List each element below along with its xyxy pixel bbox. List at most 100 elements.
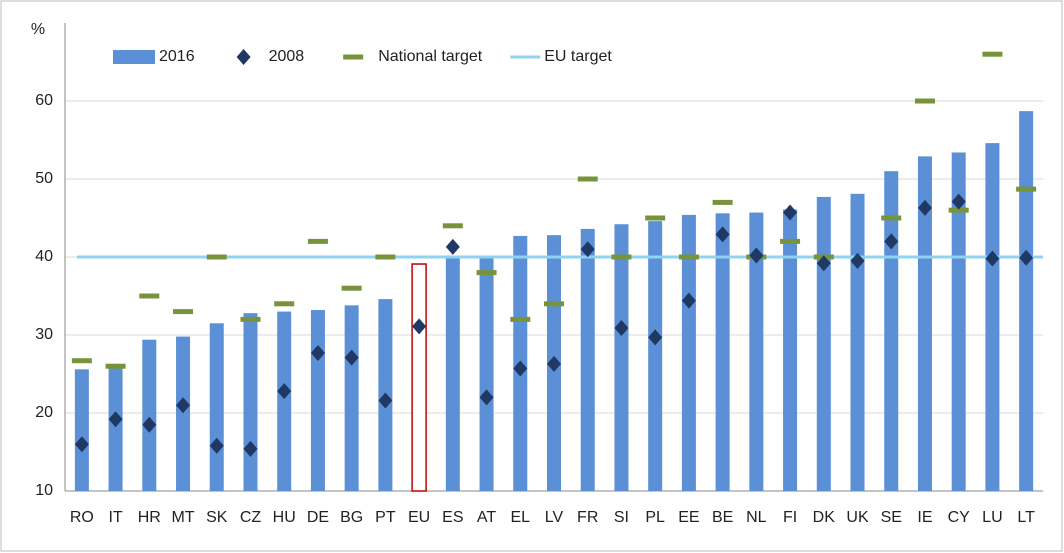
marker-2008: [445, 238, 460, 255]
legend-swatch: [343, 54, 364, 60]
bar: [715, 213, 730, 491]
bar: [310, 310, 325, 491]
marker-2008: [749, 247, 764, 264]
marker-2008: [681, 292, 696, 309]
x-tick-label: LU: [982, 509, 1002, 526]
target-dash: [678, 254, 699, 260]
x-tick-label: DE: [307, 509, 329, 526]
target-dash: [341, 285, 362, 291]
bar: [614, 224, 629, 492]
y-tick-label: 30: [35, 326, 53, 343]
y-axis-label: %: [31, 21, 45, 38]
x-tick-label: DK: [813, 509, 836, 526]
target-dash: [577, 176, 598, 182]
target-dash: [712, 199, 733, 205]
x-tick-label: LV: [545, 509, 564, 526]
target-dash: [914, 98, 935, 104]
marker-2008: [850, 252, 865, 269]
y-tick-label: 50: [35, 170, 53, 187]
bar: [816, 196, 831, 491]
bar: [951, 152, 966, 492]
marker-2008: [412, 318, 427, 335]
marker-2008: [547, 355, 561, 372]
target-dash: [476, 270, 497, 276]
marker-2008: [277, 383, 292, 400]
y-tick-label: 60: [35, 92, 53, 109]
legend-swatch: [113, 50, 155, 64]
bar: [142, 339, 157, 491]
x-tick-label: SI: [614, 509, 629, 526]
x-tick-label: SE: [881, 509, 902, 526]
bar: [648, 221, 663, 491]
x-tick-label: FI: [783, 509, 797, 526]
marker-2008: [917, 199, 932, 216]
x-tick-label: EE: [678, 509, 699, 526]
x-tick-label: SK: [206, 509, 228, 526]
bar: [749, 212, 764, 492]
target-dash: [307, 238, 328, 244]
bar: [985, 143, 1000, 491]
x-tick-label: NL: [746, 509, 767, 526]
x-tick-label: EL: [510, 509, 530, 526]
x-tick-label: HR: [138, 509, 161, 526]
bar: [176, 336, 191, 491]
x-tick-label: HU: [273, 509, 296, 526]
x-tick-label: LT: [1017, 509, 1035, 526]
x-tick-label: UK: [846, 509, 869, 526]
bar: [580, 228, 595, 492]
marker-2008: [614, 319, 629, 336]
x-tick-label: AT: [477, 509, 496, 526]
bar: [243, 313, 258, 491]
bar: [783, 209, 798, 492]
target-dash: [645, 215, 666, 221]
bar: [74, 369, 89, 491]
legend-label: 2016: [159, 48, 195, 65]
bar: [411, 263, 427, 492]
marker-2008: [209, 437, 224, 454]
bar: [277, 311, 292, 491]
y-tick-label: 10: [35, 482, 53, 499]
target-dash: [948, 207, 969, 213]
x-tick-label: PT: [375, 509, 396, 526]
y-tick-label: 40: [35, 248, 53, 265]
target-dash: [375, 254, 396, 260]
target-dash: [1016, 186, 1037, 192]
target-dash: [544, 301, 564, 307]
bar: [884, 171, 899, 491]
x-tick-label: FR: [577, 509, 598, 526]
bar: [681, 214, 696, 491]
x-tick-label: EU: [408, 509, 430, 526]
marker-2008: [344, 349, 359, 366]
x-tick-label: ES: [442, 509, 463, 526]
target-dash: [442, 223, 463, 229]
x-tick-label: IE: [917, 509, 932, 526]
target-dash: [240, 316, 261, 322]
bar: [917, 156, 932, 491]
marker-2008: [310, 344, 325, 361]
target-dash: [173, 309, 194, 315]
target-dash: [206, 254, 227, 260]
target-dash: [510, 316, 531, 322]
marker-2008: [378, 392, 393, 409]
bar: [445, 256, 460, 491]
marker-2008: [580, 241, 595, 258]
x-tick-label: BE: [712, 509, 733, 526]
target-dash: [105, 363, 126, 369]
target-dash: [611, 254, 632, 260]
marker-2008: [985, 250, 1000, 267]
target-dash: [274, 301, 295, 307]
target-dash: [71, 358, 92, 364]
marker-2008: [783, 204, 798, 221]
x-tick-label: RO: [70, 509, 94, 526]
target-dash: [881, 215, 902, 221]
legend-label: National target: [378, 48, 483, 65]
marker-2008: [479, 389, 494, 406]
marker-2008: [648, 329, 663, 346]
marker-2008: [176, 397, 191, 414]
marker-2008: [715, 226, 730, 243]
legend-label: EU target: [544, 48, 612, 65]
marker-2008: [142, 416, 157, 433]
bar: [344, 305, 359, 491]
bar: [850, 193, 865, 491]
